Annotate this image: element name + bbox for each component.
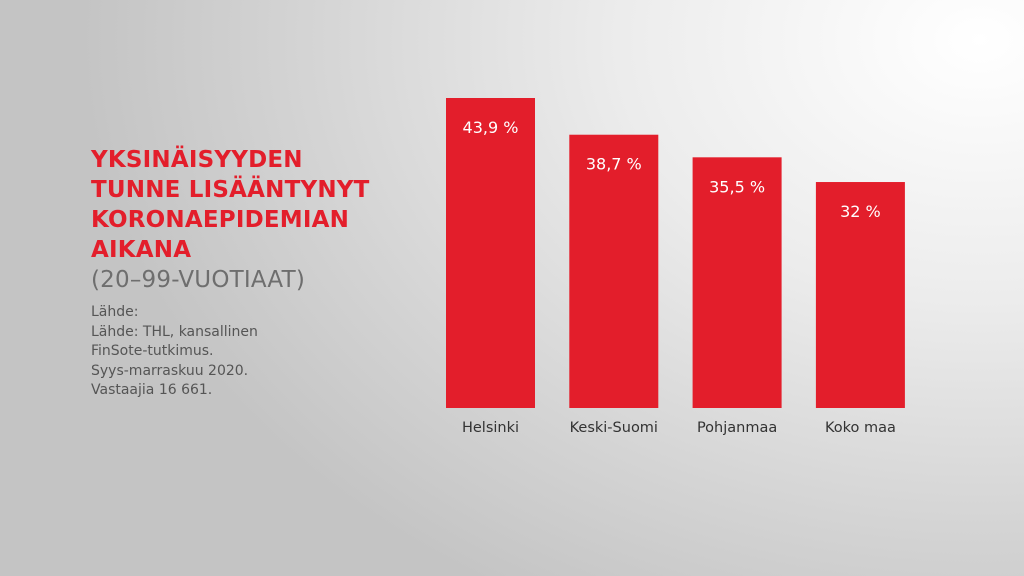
source-line: Syys-marraskuu 2020. <box>91 362 249 379</box>
bar-helsinki <box>446 98 535 408</box>
source-line: FinSote-tutkimus. <box>91 343 214 359</box>
source-line: Vastaajia 16 661. <box>91 382 213 398</box>
title-line: AIKANA <box>91 237 192 263</box>
bar-keski-suomi <box>569 134 659 408</box>
bar-koko-maa <box>815 182 905 408</box>
source-note: Lähde: Lähde: THL, kansallinen FinSote-t… <box>91 303 258 401</box>
data-label: 38,7 % <box>586 155 642 174</box>
bar-pohjanmaa <box>692 157 782 408</box>
source-line: Lähde: THL, kansallinen <box>91 323 258 340</box>
category-label: Koko maa <box>825 420 896 436</box>
category-label: Helsinki <box>462 420 519 436</box>
category-label: Keski-Suomi <box>570 420 658 436</box>
chart-title: YKSINÄISYYDEN TUNNE LISÄÄNTYNYT KORONAEP… <box>91 145 370 295</box>
source-line: Lähde: <box>91 304 139 320</box>
data-label: 32 % <box>840 202 881 221</box>
title-line: KORONAEPIDEMIAN <box>91 207 350 233</box>
title-line: YKSINÄISYYDEN <box>91 147 303 173</box>
category-label: Pohjanmaa <box>697 420 777 436</box>
data-label: 35,5 % <box>709 177 765 196</box>
title-line: TUNNE LISÄÄNTYNYT <box>91 177 370 203</box>
data-label: 43,9 % <box>463 118 519 137</box>
title-subtitle: (20–99-VUOTIAAT) <box>91 267 306 293</box>
